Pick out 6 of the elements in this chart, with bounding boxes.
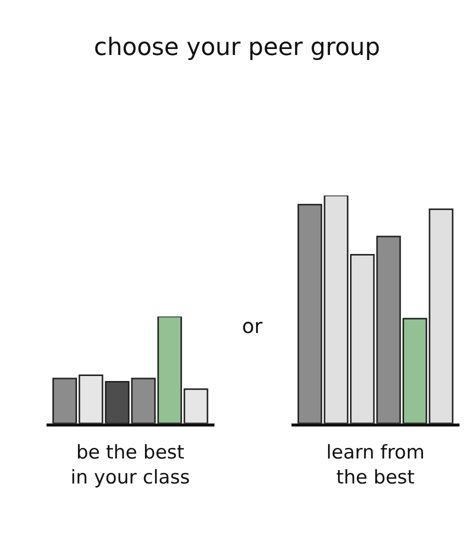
x-axis-title: learn from the best — [326, 442, 425, 488]
bar — [428, 208, 454, 424]
bar — [298, 204, 322, 424]
text: or — [242, 314, 264, 338]
chart-title: choose your peer group — [94, 32, 380, 61]
x-axis-title: be the best in your class — [70, 442, 190, 488]
